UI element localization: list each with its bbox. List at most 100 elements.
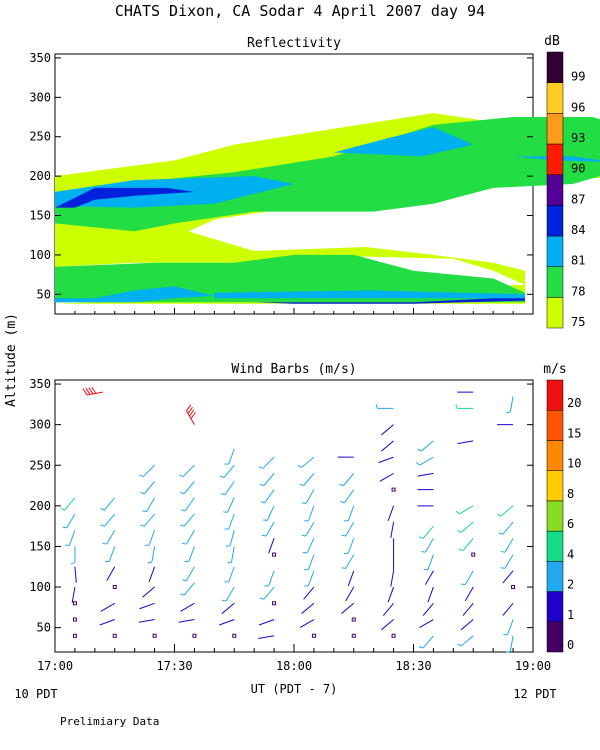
wind-barb-staff (99, 619, 115, 626)
wind-barb-staff (66, 513, 76, 529)
reflectivity-colorbar-swatch (546, 51, 564, 83)
wind-barb-half (455, 510, 460, 515)
wind-barb-staff (460, 521, 474, 533)
wind-barb-half (182, 542, 187, 545)
wind-colorbar-swatch (546, 470, 564, 502)
wind-barb (99, 619, 115, 626)
wind-colorbar-tick: 4 (567, 547, 574, 561)
wind-barb-staff (382, 602, 394, 616)
wind-colorbar-tick: 10 (567, 457, 581, 471)
wind-colorbar-tick: 8 (567, 487, 574, 501)
wind-barb (417, 472, 434, 477)
wind-barb-half (457, 529, 462, 533)
wind-barb-staff (230, 546, 235, 563)
wind-xtick-label: 19:00 (515, 659, 551, 673)
wind-barb (268, 538, 275, 554)
wind-colorbar-swatch (546, 379, 564, 411)
reflectivity-ytick-label: 200 (29, 169, 51, 183)
wind-barb-staff (228, 513, 235, 530)
wind-barb-calm (112, 633, 117, 638)
wind-barb-staff (307, 505, 315, 522)
wind-barb-staff (184, 497, 195, 512)
wind-barb (427, 586, 434, 603)
wind-barb-staff (307, 570, 315, 587)
wind-barb-staff (258, 635, 275, 640)
wind-barb (142, 497, 156, 513)
wind-barb-staff (106, 566, 116, 581)
wind-barb (418, 525, 434, 539)
wind-barb-staff (504, 554, 514, 569)
wind-barb-staff (460, 619, 474, 631)
wind-colorbar-tick: 1 (567, 608, 574, 622)
wind-barb-half (259, 483, 264, 487)
wind-barb-staff (262, 456, 275, 469)
wind-barb (301, 602, 315, 614)
wind-barb-staff (460, 635, 474, 647)
wind-barb-staff (419, 619, 434, 628)
wind-barb (220, 481, 235, 496)
wind-barb-calm (232, 633, 237, 638)
wind-barb-staff (188, 546, 195, 562)
wind-xtick-label: 17:00 (37, 659, 73, 673)
wind-barb-staff (504, 538, 514, 553)
reflectivity-region-84db-0 (55, 187, 195, 208)
wind-barb-full (82, 388, 88, 396)
wind-barb (221, 602, 235, 614)
wind-barb-staff (427, 586, 434, 603)
wind-barb (304, 505, 315, 522)
wind-barb (498, 521, 514, 535)
wind-barb-staff (390, 522, 395, 538)
wind-colorbar-swatch (546, 591, 564, 623)
wind-barb-staff (301, 456, 315, 468)
wind-barb-staff (502, 521, 514, 535)
reflectivity-colorbar-tick: 81 (571, 254, 585, 268)
wind-barb-staff (509, 635, 514, 652)
reflectivity-region-81db-4 (214, 290, 526, 299)
wind-barb-staff (341, 602, 355, 614)
wind-colorbar-tick: 2 (567, 578, 574, 592)
wind-barb-half (140, 491, 145, 495)
wind-barb-staff (227, 497, 235, 513)
wind-barb (304, 554, 315, 571)
wind-barb-half (341, 567, 346, 569)
wind-barb-calm (112, 585, 117, 590)
wind-barb (387, 505, 395, 522)
reflectivity-colorbar-swatch (546, 82, 564, 114)
wind-barb-half (301, 534, 306, 537)
reflectivity-colorbar-tick: 87 (571, 192, 585, 206)
wind-barb (258, 456, 275, 469)
wind-barb (381, 619, 394, 631)
wind-barb (347, 570, 355, 587)
wind-barb-staff (100, 602, 115, 612)
wind-barb-staff (148, 566, 156, 582)
wind-colorbar-label: m/s (543, 362, 566, 377)
wind-barb-calm (192, 633, 197, 638)
wind-barb (506, 635, 514, 653)
reflectivity-colorbar-swatch (546, 113, 564, 145)
reflectivity-colorbar-tick: 78 (571, 284, 585, 298)
wind-barb-staff (182, 464, 195, 477)
wind-barb (419, 619, 434, 628)
wind-barb-staff (178, 619, 195, 623)
wind-barb-half (460, 583, 466, 586)
wind-barb-staff (221, 602, 235, 614)
wind-ytick-label: 300 (29, 418, 51, 432)
wind-barb-full (91, 386, 97, 394)
wind-barb-staff (381, 619, 394, 631)
wind-barb-calm (72, 601, 77, 606)
reflectivity-colorbar-swatch (546, 266, 564, 298)
wind-barb-half (421, 550, 426, 553)
wind-barb-staff (347, 538, 355, 554)
wind-barb (224, 513, 235, 530)
wind-colorbar-tick: 15 (567, 426, 581, 440)
wind-barb-staff (139, 602, 155, 610)
wind-barb (102, 529, 116, 545)
wind-barb (179, 481, 195, 495)
wind-barb (106, 566, 116, 581)
wind-barb (387, 586, 395, 603)
x-sub-label-right: 12 PDT (513, 687, 556, 701)
wind-barb (455, 505, 474, 515)
wind-barb-staff (305, 489, 315, 504)
wind-barb-calm (391, 633, 396, 638)
wind-barb-staff (146, 497, 156, 512)
